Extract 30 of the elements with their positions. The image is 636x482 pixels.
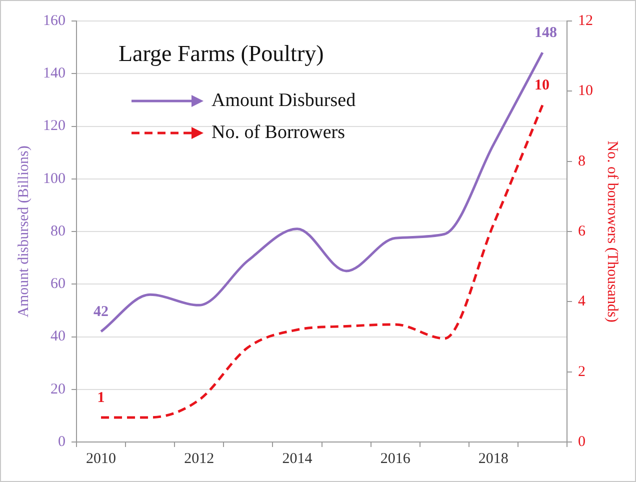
x-tick-label: 2010 — [86, 450, 116, 467]
text: Large Farms (Poultry) — [118, 41, 324, 66]
y2-axis-title: No. of borrowers (Thousands) — [604, 140, 620, 322]
y-tick-label: 160 — [43, 12, 66, 29]
y-tick-label: 80 — [50, 223, 66, 240]
y2-tick-label: 6 — [578, 223, 586, 240]
data-label: 42 — [94, 304, 109, 320]
y2-tick-label: 8 — [578, 153, 586, 170]
y-tick-label: 60 — [50, 276, 66, 292]
legend-label: No. of Borrowers — [212, 122, 346, 143]
y2-tick-label: 10 — [578, 83, 593, 100]
data-label: 148 — [534, 24, 557, 41]
data-label: 10 — [534, 78, 550, 94]
y-axis-title: Amount disbursed (Billions) — [16, 146, 32, 318]
y2-tick-label: 4 — [578, 294, 586, 310]
y2-tick-label: 0 — [578, 434, 586, 450]
x-tick-label: 2016 — [380, 450, 411, 467]
y2-tick-label: 2 — [578, 364, 586, 380]
y-tick-label: 20 — [50, 381, 66, 398]
y-tick-label: 0 — [58, 434, 66, 450]
data-label: 1 — [97, 390, 105, 406]
y-tick-label: 140 — [43, 66, 66, 82]
y2-tick-label: 12 — [578, 12, 593, 29]
x-tick-label: 2018 — [478, 450, 508, 467]
legend-label: Amount Disbursed — [212, 90, 356, 111]
x-tick-label: 2012 — [184, 450, 214, 467]
y-tick-label: 100 — [43, 170, 66, 187]
y-tick-label: 120 — [43, 118, 66, 134]
x-tick-label: 2014 — [282, 450, 313, 467]
y-tick-label: 40 — [50, 328, 66, 345]
